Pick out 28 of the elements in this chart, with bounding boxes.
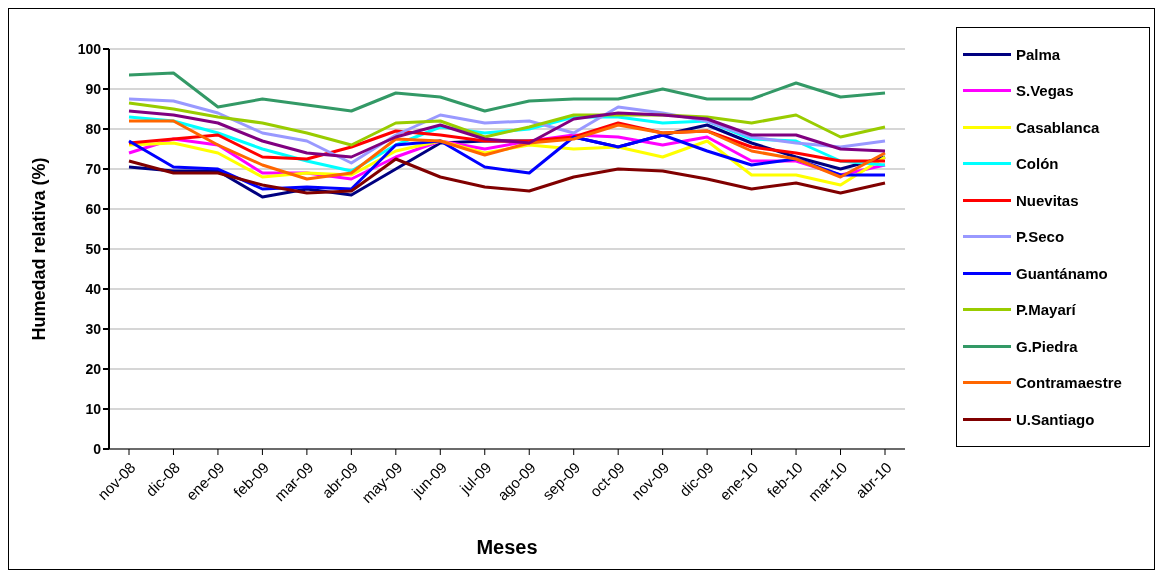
legend-label: Colón [1015, 154, 1060, 175]
line-series [127, 157, 887, 195]
x-axis-title: Meses [476, 536, 538, 558]
legend-label: P.Seco [1015, 227, 1066, 248]
legend-label: Palma [1015, 44, 1062, 65]
y-tick-label: 70 [85, 160, 102, 177]
y-tick-label: 20 [85, 360, 102, 377]
line-series [127, 109, 887, 159]
legend-label: S.Vegas [1015, 81, 1075, 102]
legend-label: U.Santiago [1015, 409, 1096, 430]
y-tick-label: 100 [77, 40, 102, 57]
legend-label: Contramaestre [1015, 373, 1123, 394]
y-tick-label: 40 [85, 280, 102, 297]
y-axis-title: Humedad relativa (%) [29, 157, 50, 341]
y-tick-label: 50 [85, 240, 102, 257]
line-series [127, 71, 887, 113]
y-tick-label: 80 [85, 120, 102, 137]
y-tick-label: 60 [85, 200, 102, 217]
y-tick-label: 90 [85, 80, 102, 97]
line-series [127, 119, 887, 181]
legend-label: G.Piedra [1015, 336, 1079, 357]
legend-label: P.Mayarí [1015, 300, 1077, 321]
legend-label: Nuevitas [1015, 190, 1080, 211]
y-tick-label: 10 [85, 400, 102, 417]
legend-label: Casablanca [1015, 117, 1101, 138]
y-tick-label: 0 [93, 440, 102, 457]
legend-label: Guantánamo [1015, 263, 1109, 284]
y-tick-label: 30 [85, 320, 102, 337]
